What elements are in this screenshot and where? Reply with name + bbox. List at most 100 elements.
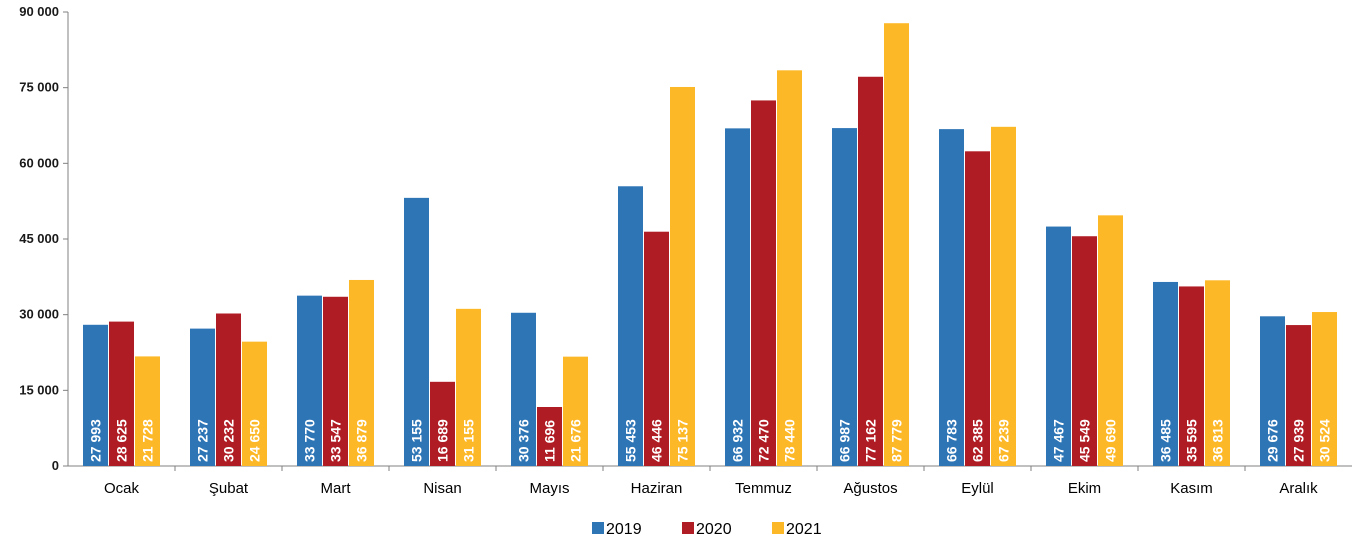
bar-value-label: 30 524 xyxy=(1317,419,1333,462)
bar-2020-Ekim xyxy=(1072,236,1097,466)
bar-value-label: 27 237 xyxy=(195,419,211,462)
bar-2020-Aralık xyxy=(1286,325,1311,466)
bar-2020-Ocak xyxy=(109,321,134,466)
legend-swatch-2021 xyxy=(772,522,784,534)
x-category-label: Ocak xyxy=(104,480,140,497)
legend-swatch-2020 xyxy=(682,522,694,534)
bar-2021-Aralık xyxy=(1312,312,1337,466)
legend-label-2020: 2020 xyxy=(696,521,732,538)
x-category-label: Eylül xyxy=(961,480,994,497)
bar-value-label: 66 783 xyxy=(944,419,960,462)
bar-2019-Ekim xyxy=(1046,226,1071,466)
bar-value-label: 36 813 xyxy=(1210,419,1226,462)
bar-2020-Mart xyxy=(323,296,348,466)
x-category-label: Aralık xyxy=(1279,480,1318,497)
x-category-label: Ağustos xyxy=(843,480,897,497)
legend: 2019 2020 2021 xyxy=(592,521,822,538)
bar-2021-Şubat xyxy=(242,341,267,466)
bar-value-label: 30 376 xyxy=(516,419,532,462)
x-category-label: Kasım xyxy=(1170,480,1213,497)
bar-value-label: 49 690 xyxy=(1103,419,1119,462)
x-category-label: Şubat xyxy=(209,480,249,497)
bar-value-label: 66 932 xyxy=(730,419,746,462)
bar-2019-Ocak xyxy=(83,324,108,466)
bar-2020-Haziran xyxy=(644,231,669,466)
x-category-label: Temmuz xyxy=(735,480,792,497)
bar-value-label: 16 689 xyxy=(435,419,451,462)
bar-value-label: 30 232 xyxy=(221,419,237,462)
category-labels: Ocak Şubat Mart Nisan Mayıs Haziran Temmuz Ağus… xyxy=(104,466,1318,497)
bar-2019-Kasım xyxy=(1153,281,1178,466)
y-tick-label: 30 000 xyxy=(19,307,59,322)
bar-2019-Nisan xyxy=(404,197,429,466)
bar-value-label: 72 470 xyxy=(756,419,772,462)
bar-value-label: 21 728 xyxy=(140,419,156,462)
bar-value-label: 36 879 xyxy=(354,419,370,462)
bar-2021-Temmuz xyxy=(777,70,802,466)
bar-2021-Nisan xyxy=(456,308,481,466)
bar-2019-Aralık xyxy=(1260,316,1285,466)
legend-swatch-2019 xyxy=(592,522,604,534)
y-tick-label: 0 xyxy=(52,458,59,473)
bar-2021-Ocak xyxy=(135,356,160,466)
bar-2019-Eylül xyxy=(939,129,964,466)
bar-value-label: 53 155 xyxy=(409,419,425,462)
bar-2020-Nisan xyxy=(430,381,455,466)
bar-value-label: 55 453 xyxy=(623,419,639,462)
bar-2020-Ağustos xyxy=(858,76,883,467)
bar-value-label: 27 939 xyxy=(1291,419,1307,462)
y-tick-label: 75 000 xyxy=(19,80,59,95)
bar-2020-Kasım xyxy=(1179,286,1204,466)
bar-value-label: 33 547 xyxy=(328,419,344,462)
bar-2019-Ağustos xyxy=(832,128,857,466)
bar-value-label: 62 385 xyxy=(970,419,986,462)
bar-2020-Mayıs xyxy=(537,407,562,466)
bar-2021-Ekim xyxy=(1098,215,1123,466)
bar-2021-Mart xyxy=(349,279,374,466)
bar-value-label: 36 485 xyxy=(1158,419,1174,462)
bar-2020-Şubat xyxy=(216,313,241,466)
x-category-label: Haziran xyxy=(631,480,683,497)
bar-series: 27 993 28 625 21 728 27 237 30 232 24 650 33 7… xyxy=(83,23,1337,467)
bar-2019-Temmuz xyxy=(725,128,750,467)
bar-value-label: 75 137 xyxy=(675,419,691,462)
bar-value-label: 78 440 xyxy=(782,419,798,462)
bar-value-label: 29 676 xyxy=(1265,419,1281,462)
bar-value-label: 87 779 xyxy=(889,419,905,462)
bar-2019-Mart xyxy=(297,295,322,466)
bar-value-label: 67 239 xyxy=(996,419,1012,462)
bar-2019-Şubat xyxy=(190,328,215,466)
bar-value-label: 24 650 xyxy=(247,419,263,462)
bar-value-label: 11 696 xyxy=(542,420,558,462)
bar-2020-Temmuz xyxy=(751,100,776,466)
x-category-label: Mart xyxy=(321,480,352,497)
legend-label-2021: 2021 xyxy=(786,521,822,538)
bar-value-label: 47 467 xyxy=(1051,419,1067,462)
y-tick-label: 60 000 xyxy=(19,155,59,170)
y-tick-label: 15 000 xyxy=(19,382,59,397)
bar-value-label: 33 770 xyxy=(302,419,318,462)
bar-2021-Kasım xyxy=(1205,280,1230,466)
bar-value-label: 45 549 xyxy=(1077,419,1093,462)
bar-value-label: 31 155 xyxy=(461,419,477,462)
bar-value-label: 66 987 xyxy=(837,419,853,462)
bar-2021-Ağustos xyxy=(884,23,909,467)
bar-value-label: 28 625 xyxy=(114,419,130,462)
x-category-label: Ekim xyxy=(1068,480,1101,497)
bar-value-label: 27 993 xyxy=(88,419,104,462)
bar-value-label: 77 162 xyxy=(863,419,879,462)
bar-value-label: 46 446 xyxy=(649,419,665,462)
bar-2020-Eylül xyxy=(965,151,990,466)
legend-label-2019: 2019 xyxy=(606,521,642,538)
bar-value-label: 35 595 xyxy=(1184,419,1200,462)
bar-2019-Mayıs xyxy=(511,312,536,466)
bar-value-label: 21 676 xyxy=(568,419,584,462)
bar-2021-Eylül xyxy=(991,126,1016,467)
y-tick-label: 90 000 xyxy=(19,4,59,19)
y-tick-label: 45 000 xyxy=(19,231,59,246)
y-axis-ticks: 0 15 000 30 000 45 000 60 000 75 000 90 000 xyxy=(19,4,68,473)
x-category-label: Mayıs xyxy=(529,480,569,497)
bar-2021-Mayıs xyxy=(563,356,588,466)
x-category-label: Nisan xyxy=(423,480,461,497)
